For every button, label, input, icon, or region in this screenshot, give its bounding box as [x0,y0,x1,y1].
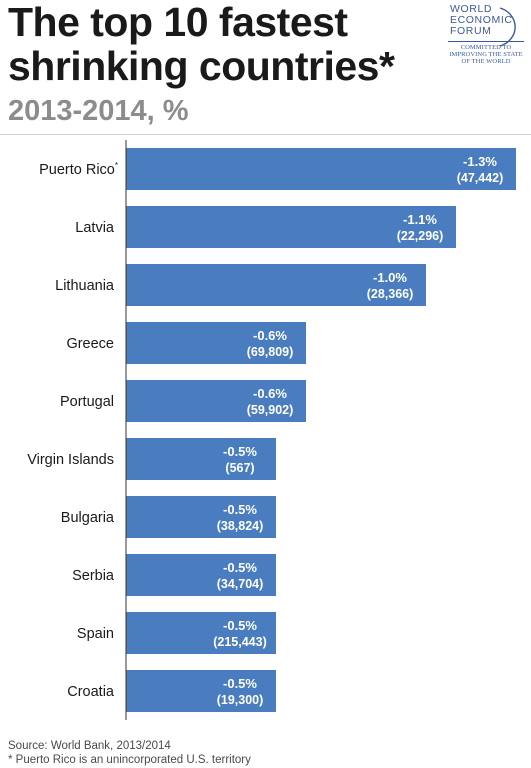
chart-title: The top 10 fastest shrinking countries* [8,0,428,88]
population-label: (215,443) [213,635,267,649]
header-divider [0,134,531,135]
category-label: Latvia [75,220,115,236]
bar-portugal [126,380,306,422]
category-label: Lithuania [55,278,115,294]
value-label: -0.5% [223,502,257,517]
bar-bulgaria [126,496,276,538]
value-label: -0.6% [253,386,287,401]
bar-chart: Puerto Rico* -1.3% (47,442) Latvia -1.1% (22,… [27,140,516,720]
logo-line-2: ECONOMIC [450,14,513,26]
bar-serbia [126,554,276,596]
bar-greece [126,322,306,364]
value-label: -1.1% [403,212,437,227]
population-label: (19,300) [217,693,264,707]
category-label: Croatia [67,684,115,700]
logo-wordmark: WORLD ECONOMIC FORUM [444,4,528,37]
category-label: Bulgaria [61,510,115,526]
wef-logo: WORLD ECONOMIC FORUM COMMITTED TO IMPROV… [444,4,528,90]
logo-rule [448,41,524,42]
value-label: -0.6% [253,328,287,343]
population-label: (59,902) [247,403,294,417]
value-label: -0.5% [223,676,257,691]
value-label: -0.5% [223,618,257,633]
logo-tag-3: OF THE WORLD [461,58,511,65]
logo-line-3: FORUM [450,25,492,37]
chart-subtitle: 2013-2014, % [8,95,189,127]
value-label: -0.5% [223,560,257,575]
population-label: (47,442) [457,171,504,185]
bar-virgin-islands [126,438,276,480]
logo-tagline: COMMITTED TO IMPROVING THE STATE OF THE … [444,44,528,65]
population-label: (69,809) [247,345,294,359]
value-label: -1.0% [373,270,407,285]
value-label: -0.5% [223,444,257,459]
logo-tag-2: IMPROVING THE STATE [449,51,523,58]
title-line-1: The top 10 fastest [8,0,348,45]
logo-line-1: WORLD [450,3,493,15]
value-label: -1.3% [463,154,497,169]
population-label: (22,296) [397,229,444,243]
population-label: (28,366) [367,287,414,301]
category-label: Spain [77,626,114,642]
category-label: Puerto Rico* [39,161,118,178]
title-line-2: shrinking countries* [8,43,395,89]
logo-arc-icon [499,7,516,47]
population-label: (38,824) [217,519,264,533]
category-label: Portugal [60,394,114,410]
footnote: * Puerto Rico is an unincorporated U.S. … [8,754,251,766]
bar-latvia [126,206,456,248]
bar-spain [126,612,276,654]
category-label: Virgin Islands [27,452,114,468]
bar-puerto-rico [126,148,516,190]
logo-tag-1: COMMITTED TO [460,44,512,51]
population-label: (34,704) [217,577,264,591]
bar-croatia [126,670,276,712]
bar-lithuania [126,264,426,306]
source-note: Source: World Bank, 2013/2014 [8,740,171,752]
category-label: Greece [66,336,114,352]
category-label: Serbia [72,568,115,584]
population-label: (567) [225,461,254,475]
chart-footer: Source: World Bank, 2013/2014 * Puerto R… [8,739,251,767]
